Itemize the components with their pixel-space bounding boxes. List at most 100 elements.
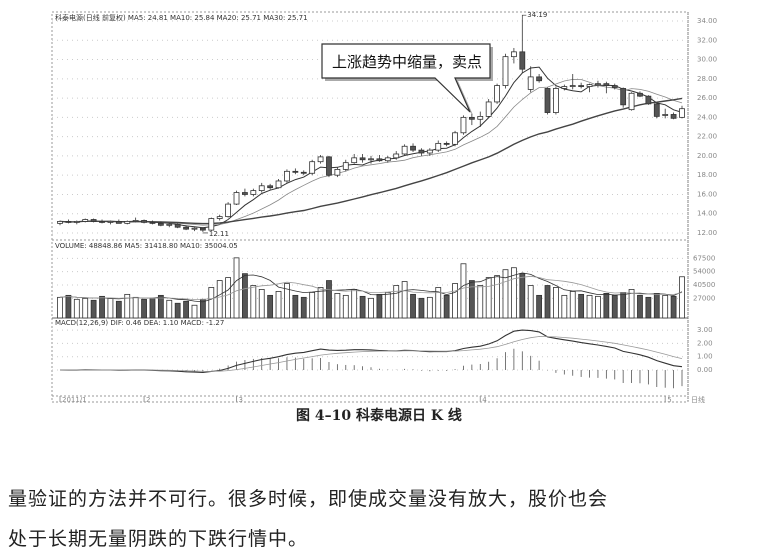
volume-bar [637,294,643,319]
candle-up [435,142,442,151]
candle-down [90,219,97,222]
candle-down [267,185,274,189]
volume-bar [595,295,601,319]
price-tick-label: 14.00 [697,210,717,218]
candle-down [183,226,189,230]
volume-bar [216,280,223,319]
volume-bar [99,295,105,319]
volume-tick-label: 40500 [693,281,715,289]
ma5-line [59,66,683,229]
candle-down [326,156,332,176]
price-tick-label: 22.00 [697,133,717,141]
candle-up [250,190,257,195]
candle-down [645,95,652,105]
price-tick-label: 18.00 [697,171,717,179]
volume-bar [166,299,173,319]
candle-up [393,153,400,159]
candle-down [141,220,147,223]
date-tick-label: 4 [482,396,487,404]
candle-down [149,221,156,224]
volume-bar [443,294,450,319]
volume-bar [174,302,181,319]
candle-up [553,88,559,113]
candle-up [258,185,265,191]
volume-bar [586,294,593,319]
volume-bar [477,285,484,319]
date-tick-label: 2011/1 [62,396,87,404]
volume-bar [208,287,215,319]
volume-bar [242,273,248,319]
callout: 上涨趋势中缩量，卖点 [321,43,493,115]
volume-bar [275,291,282,319]
volume-bar [334,292,341,319]
candle-up [82,219,89,222]
volume-bar [258,289,265,319]
volume-bar [250,285,257,319]
chart-border [51,11,689,403]
volume-bar [73,298,80,319]
volume-tick-label: 54000 [693,268,715,276]
volume-bar [485,277,492,319]
volume-bar [233,257,240,319]
candle-up [502,56,509,86]
candle-up [124,221,131,224]
candle-down [544,88,551,113]
volume-bar [620,292,627,319]
volume-bar [359,295,366,319]
date-tick-label: 3 [239,396,243,404]
price-tick-label: 24.00 [697,113,717,121]
figure-caption: 图 4–10 科泰电源日 K 线 [296,408,462,424]
candle-up [191,227,198,230]
volume-bar [645,296,652,319]
candle-down [359,157,366,161]
volume-bar [418,297,425,319]
body-text-line-1: 量验证的方法并不可行。很多时候，即使成交量没有放大，股价也会 [8,488,609,510]
volume-bar [309,292,316,319]
volume-bar [368,297,374,319]
volume-bar [65,294,72,319]
candle-up [317,156,324,163]
callout-text: 上涨趋势中缩量，卖点 [332,53,482,71]
candle-down [653,103,660,117]
volume-header: VOLUME: 48848.86 MA5: 31418.80 MA10: 350… [55,242,238,250]
candle-down [300,171,307,174]
volume-bar [300,296,307,319]
volume-bar [536,294,543,319]
callout-bubble [321,43,491,113]
candle-up [216,216,223,219]
candle-down [519,51,526,70]
candle-up [527,76,534,90]
price-tick-label: 16.00 [697,190,717,198]
volume-bar [452,283,458,319]
volume-bar [57,296,63,319]
candle-down [292,170,299,173]
dea-line [60,336,683,372]
candle-up [460,116,467,134]
ma10-line [59,78,683,226]
volume-bar [527,285,534,319]
candle-up [233,192,240,205]
candle-down [443,142,450,145]
price-tick-label: 32.00 [697,36,717,44]
volume-bar [393,285,400,319]
candle-down [242,192,248,195]
candle-down [99,221,105,223]
candle-down [157,222,164,226]
candle-up [662,114,669,116]
high-label: 34.19 [527,11,547,19]
price-tick-label: 20.00 [697,152,717,160]
volume-bar [679,276,685,319]
volume-ma5-line [59,272,683,303]
volume-bar [284,283,290,319]
volume-bar [267,294,274,319]
candle-down [468,116,475,120]
volume-bar [326,280,332,319]
volume-tick-label: 27000 [693,294,715,302]
volume-bar [553,287,559,319]
candle-up [628,92,635,111]
volume-bar [611,294,618,319]
volume-bar [351,289,358,319]
volume-bar [124,293,131,319]
volume-bar [510,267,517,319]
dif-line [59,329,683,374]
